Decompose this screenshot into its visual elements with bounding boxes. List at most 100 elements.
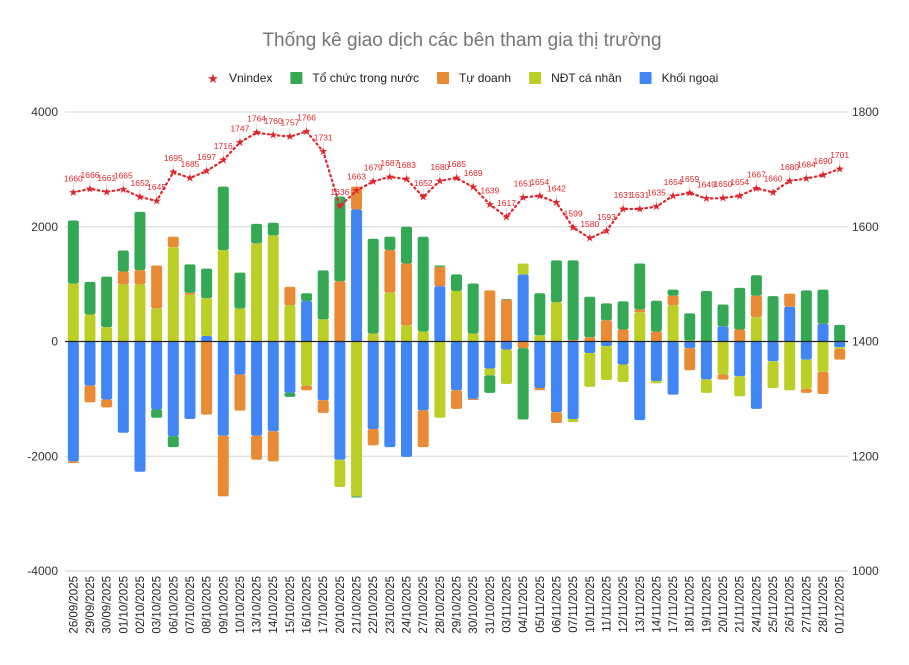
right-tick-label: 1600 bbox=[852, 220, 879, 234]
bar-segment bbox=[484, 341, 496, 369]
bar-segment bbox=[684, 348, 696, 371]
bar-segment bbox=[834, 347, 846, 349]
bar-segment bbox=[367, 428, 379, 446]
x-tick-label: 17/10/2025 bbox=[318, 576, 330, 634]
vnindex-data-label: 1652 bbox=[414, 178, 433, 188]
left-tick-label: 2000 bbox=[31, 220, 58, 234]
vnindex-polyline bbox=[72, 130, 841, 240]
vnindex-point: ★ bbox=[85, 183, 95, 195]
x-tick-label: 07/10/2025 bbox=[185, 576, 197, 634]
x-tick-label: 12/11/2025 bbox=[618, 576, 630, 633]
vnindex-data-label: 1642 bbox=[547, 184, 566, 194]
bar-segment bbox=[217, 186, 229, 250]
vnindex-point: ★ bbox=[318, 146, 328, 158]
x-tick-label: 19/11/2025 bbox=[701, 576, 713, 633]
bar-segment bbox=[334, 281, 346, 342]
vnindex-data-label: 1680 bbox=[780, 162, 799, 172]
bar-segment bbox=[434, 266, 446, 287]
vnindex-data-label: 1639 bbox=[480, 185, 499, 195]
bar-segment bbox=[417, 341, 429, 411]
left-tick-label: 4000 bbox=[31, 105, 58, 119]
bar-segment bbox=[534, 341, 546, 388]
vnindex-point: ★ bbox=[535, 190, 545, 202]
bar-segment bbox=[134, 341, 146, 472]
bar-segment bbox=[484, 290, 496, 342]
bar-segment bbox=[817, 323, 829, 342]
bar-segment bbox=[234, 308, 246, 342]
bar-segment bbox=[184, 292, 196, 295]
vnindex-data-label: 1690 bbox=[814, 156, 833, 166]
bar-segment bbox=[500, 349, 512, 384]
bar-segment bbox=[201, 298, 213, 337]
bar-segment bbox=[717, 374, 729, 380]
bar-segment bbox=[201, 336, 213, 342]
bar-segment bbox=[534, 293, 546, 336]
bar-segment bbox=[750, 317, 762, 342]
bar-segment bbox=[267, 341, 279, 432]
vnindex-data-label: 1701 bbox=[830, 150, 849, 160]
bar-segment bbox=[634, 341, 646, 421]
bar-segment bbox=[284, 392, 296, 397]
bar-segment bbox=[84, 341, 96, 386]
vnindex-data-label: 1663 bbox=[347, 172, 366, 182]
bar-segment bbox=[434, 265, 446, 267]
vnindex-data-label: 1661 bbox=[97, 173, 116, 183]
vnindex-point: ★ bbox=[218, 155, 228, 167]
bar-segment bbox=[317, 319, 329, 342]
bar-segment bbox=[817, 341, 829, 372]
bar-segment bbox=[167, 341, 179, 437]
x-tick-label: 26/09/2025 bbox=[68, 576, 80, 634]
vnindex-data-label: 1766 bbox=[297, 113, 316, 123]
vnindex-point: ★ bbox=[735, 190, 745, 202]
x-tick-label: 29/10/2025 bbox=[452, 576, 464, 634]
bar-segment bbox=[750, 295, 762, 318]
bar-segment bbox=[334, 196, 346, 282]
bar-segment bbox=[767, 296, 779, 342]
vnindex-data-label: 1631 bbox=[614, 190, 633, 200]
vnindex-point: ★ bbox=[368, 176, 378, 188]
x-tick-label: 04/11/2025 bbox=[518, 576, 530, 633]
bar-segment bbox=[500, 299, 512, 300]
vnindex-data-label: 1757 bbox=[280, 118, 299, 128]
bar-segment bbox=[217, 249, 229, 342]
vnindex-point: ★ bbox=[385, 171, 395, 183]
bar-segment bbox=[650, 341, 662, 382]
bar-segment bbox=[101, 399, 113, 408]
bar-segment bbox=[734, 376, 746, 397]
vnindex-point: ★ bbox=[252, 127, 262, 139]
bar-segment bbox=[584, 352, 596, 387]
right-tick-label: 1800 bbox=[852, 105, 879, 119]
bar-segment bbox=[117, 284, 129, 342]
x-tick-label: 20/11/2025 bbox=[718, 576, 730, 633]
bar-segment bbox=[251, 435, 263, 460]
vnindex-point: ★ bbox=[418, 191, 428, 203]
x-tick-label: 07/11/2025 bbox=[568, 576, 580, 633]
bar-segment bbox=[700, 291, 712, 342]
bar-segment bbox=[484, 375, 496, 393]
x-tick-label: 06/11/2025 bbox=[551, 576, 563, 633]
bar-segment bbox=[67, 341, 79, 462]
bar-segment bbox=[451, 291, 462, 342]
bar-segment bbox=[500, 299, 512, 342]
x-tick-label: 30/10/2025 bbox=[468, 576, 480, 634]
vnindex-point: ★ bbox=[651, 201, 661, 213]
bar-segment bbox=[301, 385, 313, 391]
x-tick-label: 27/11/2025 bbox=[801, 576, 813, 633]
bar-segment bbox=[401, 226, 413, 264]
bar-segment bbox=[184, 294, 196, 342]
bar-segment bbox=[167, 247, 179, 342]
bar-segment bbox=[267, 235, 279, 342]
bar-segment bbox=[84, 314, 96, 342]
vnindex-point: ★ bbox=[435, 175, 445, 187]
vnindex-data-label: 1649 bbox=[697, 180, 716, 190]
bar-segment bbox=[101, 341, 113, 400]
bar-segment bbox=[534, 387, 546, 391]
bar-segment bbox=[217, 341, 229, 436]
bar-segment bbox=[650, 300, 662, 332]
bar-segment bbox=[417, 410, 429, 448]
vnindex-data-label: 1716 bbox=[214, 141, 233, 151]
vnindex-data-label: 1645 bbox=[147, 182, 166, 192]
bar-segment bbox=[834, 341, 846, 348]
left-tick-label: -4000 bbox=[27, 564, 58, 578]
x-tick-label: 16/10/2025 bbox=[302, 576, 314, 634]
